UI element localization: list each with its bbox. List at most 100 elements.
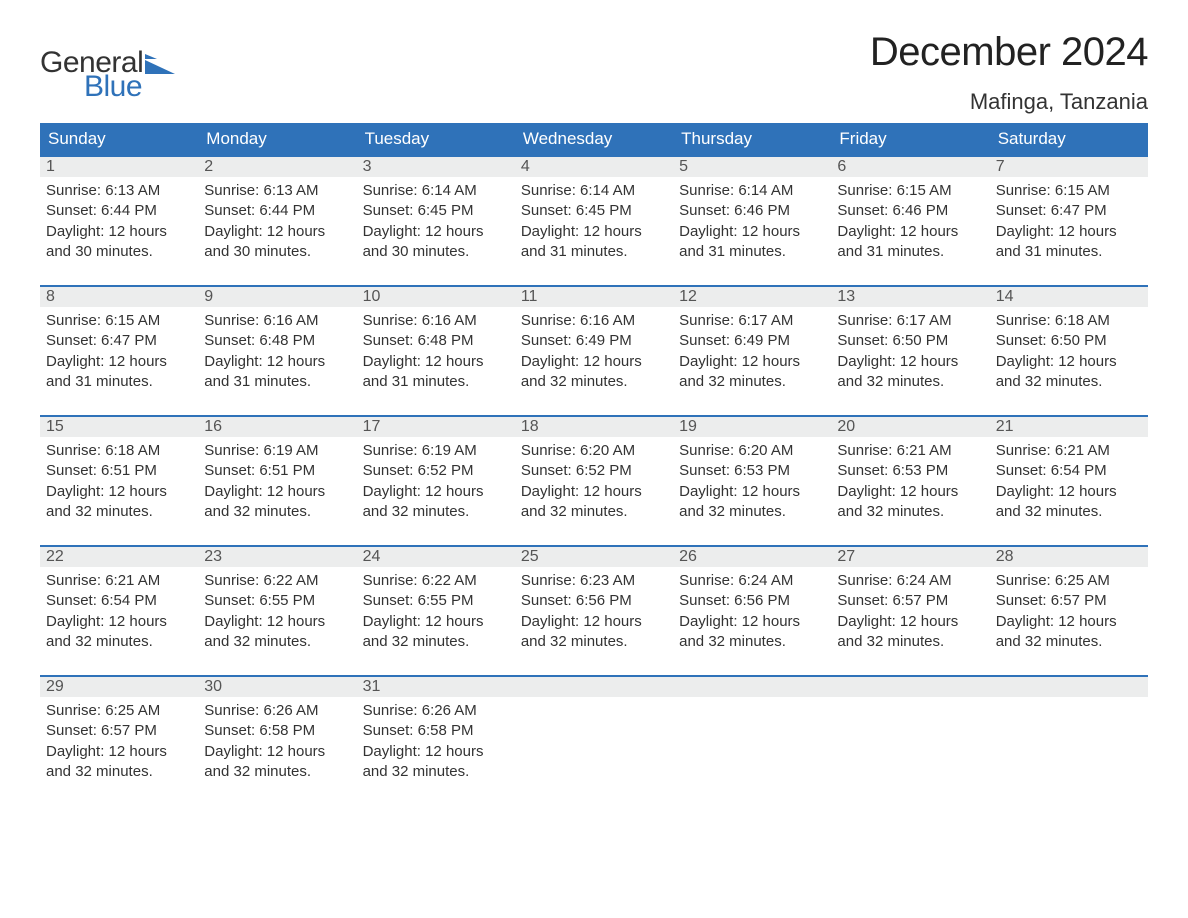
week-row: 1Sunrise: 6:13 AMSunset: 6:44 PMDaylight… xyxy=(40,155,1148,285)
day-number: 28 xyxy=(990,547,1148,567)
day-number-row: 4 xyxy=(515,155,673,177)
day-number-empty xyxy=(515,677,673,697)
day-d2: and 32 minutes. xyxy=(837,372,983,392)
day-number: 1 xyxy=(40,157,198,177)
day-cell xyxy=(515,675,673,805)
day-d1: Daylight: 12 hours xyxy=(46,742,192,762)
day-sunset: Sunset: 6:54 PM xyxy=(46,591,192,611)
day-number-row: 17 xyxy=(357,415,515,437)
day-d1: Daylight: 12 hours xyxy=(204,482,350,502)
day-number-row: 27 xyxy=(831,545,989,567)
day-sunrise: Sunrise: 6:13 AM xyxy=(46,181,192,201)
day-sunset: Sunset: 6:44 PM xyxy=(46,201,192,221)
day-sunset: Sunset: 6:55 PM xyxy=(363,591,509,611)
day-sunrise: Sunrise: 6:14 AM xyxy=(679,181,825,201)
day-d1: Daylight: 12 hours xyxy=(46,612,192,632)
day-number: 10 xyxy=(357,287,515,307)
day-body: Sunrise: 6:22 AMSunset: 6:55 PMDaylight:… xyxy=(198,567,356,652)
day-body: Sunrise: 6:23 AMSunset: 6:56 PMDaylight:… xyxy=(515,567,673,652)
day-d2: and 31 minutes. xyxy=(363,372,509,392)
day-sunrise: Sunrise: 6:22 AM xyxy=(363,571,509,591)
day-d2: and 31 minutes. xyxy=(46,372,192,392)
day-d1: Daylight: 12 hours xyxy=(363,612,509,632)
day-d2: and 31 minutes. xyxy=(679,242,825,262)
day-d1: Daylight: 12 hours xyxy=(679,222,825,242)
day-body: Sunrise: 6:18 AMSunset: 6:51 PMDaylight:… xyxy=(40,437,198,522)
day-number-row: 21 xyxy=(990,415,1148,437)
day-sunrise: Sunrise: 6:18 AM xyxy=(996,311,1142,331)
day-sunset: Sunset: 6:58 PM xyxy=(204,721,350,741)
day-d2: and 32 minutes. xyxy=(837,632,983,652)
day-header: Thursday xyxy=(673,123,831,155)
day-d1: Daylight: 12 hours xyxy=(204,742,350,762)
day-number-row: 5 xyxy=(673,155,831,177)
day-cell: 26Sunrise: 6:24 AMSunset: 6:56 PMDayligh… xyxy=(673,545,831,675)
day-cell: 4Sunrise: 6:14 AMSunset: 6:45 PMDaylight… xyxy=(515,155,673,285)
day-number-row: 14 xyxy=(990,285,1148,307)
day-sunrise: Sunrise: 6:25 AM xyxy=(46,701,192,721)
day-d2: and 32 minutes. xyxy=(204,632,350,652)
day-number: 20 xyxy=(831,417,989,437)
title-block: December 2024 Mafinga, Tanzania xyxy=(870,30,1148,115)
day-sunrise: Sunrise: 6:21 AM xyxy=(46,571,192,591)
day-number-row: 7 xyxy=(990,155,1148,177)
day-sunset: Sunset: 6:48 PM xyxy=(363,331,509,351)
day-header: Saturday xyxy=(990,123,1148,155)
day-number: 2 xyxy=(198,157,356,177)
day-sunrise: Sunrise: 6:19 AM xyxy=(204,441,350,461)
day-header: Monday xyxy=(198,123,356,155)
day-d1: Daylight: 12 hours xyxy=(679,482,825,502)
day-sunset: Sunset: 6:52 PM xyxy=(521,461,667,481)
day-number-row-empty xyxy=(515,675,673,697)
day-number-row: 23 xyxy=(198,545,356,567)
day-cell: 15Sunrise: 6:18 AMSunset: 6:51 PMDayligh… xyxy=(40,415,198,545)
day-sunset: Sunset: 6:47 PM xyxy=(996,201,1142,221)
day-cell: 7Sunrise: 6:15 AMSunset: 6:47 PMDaylight… xyxy=(990,155,1148,285)
day-cell: 17Sunrise: 6:19 AMSunset: 6:52 PMDayligh… xyxy=(357,415,515,545)
day-cell xyxy=(673,675,831,805)
day-number: 13 xyxy=(831,287,989,307)
day-d1: Daylight: 12 hours xyxy=(204,352,350,372)
day-sunset: Sunset: 6:57 PM xyxy=(996,591,1142,611)
day-number: 16 xyxy=(198,417,356,437)
day-sunset: Sunset: 6:57 PM xyxy=(837,591,983,611)
day-number: 3 xyxy=(357,157,515,177)
day-d2: and 32 minutes. xyxy=(363,632,509,652)
day-number: 7 xyxy=(990,157,1148,177)
day-body: Sunrise: 6:25 AMSunset: 6:57 PMDaylight:… xyxy=(990,567,1148,652)
day-number: 25 xyxy=(515,547,673,567)
day-cell: 18Sunrise: 6:20 AMSunset: 6:52 PMDayligh… xyxy=(515,415,673,545)
header: General Blue December 2024 Mafinga, Tanz… xyxy=(40,30,1148,115)
day-body: Sunrise: 6:24 AMSunset: 6:56 PMDaylight:… xyxy=(673,567,831,652)
day-sunrise: Sunrise: 6:14 AM xyxy=(363,181,509,201)
day-body: Sunrise: 6:14 AMSunset: 6:45 PMDaylight:… xyxy=(357,177,515,262)
day-number: 23 xyxy=(198,547,356,567)
day-header: Tuesday xyxy=(357,123,515,155)
day-cell xyxy=(990,675,1148,805)
day-d1: Daylight: 12 hours xyxy=(363,222,509,242)
day-d1: Daylight: 12 hours xyxy=(521,482,667,502)
day-cell: 5Sunrise: 6:14 AMSunset: 6:46 PMDaylight… xyxy=(673,155,831,285)
day-sunset: Sunset: 6:56 PM xyxy=(679,591,825,611)
day-d2: and 30 minutes. xyxy=(363,242,509,262)
day-sunrise: Sunrise: 6:23 AM xyxy=(521,571,667,591)
day-number-row-empty xyxy=(831,675,989,697)
day-number-row: 3 xyxy=(357,155,515,177)
day-number: 14 xyxy=(990,287,1148,307)
day-body: Sunrise: 6:20 AMSunset: 6:52 PMDaylight:… xyxy=(515,437,673,522)
day-number: 18 xyxy=(515,417,673,437)
day-sunset: Sunset: 6:50 PM xyxy=(837,331,983,351)
day-sunrise: Sunrise: 6:26 AM xyxy=(204,701,350,721)
day-sunrise: Sunrise: 6:16 AM xyxy=(363,311,509,331)
day-d1: Daylight: 12 hours xyxy=(996,482,1142,502)
day-d1: Daylight: 12 hours xyxy=(204,612,350,632)
day-d1: Daylight: 12 hours xyxy=(521,222,667,242)
logo: General Blue xyxy=(40,48,175,102)
day-number-row: 19 xyxy=(673,415,831,437)
day-number-row: 25 xyxy=(515,545,673,567)
day-number: 9 xyxy=(198,287,356,307)
day-number: 24 xyxy=(357,547,515,567)
day-cell: 13Sunrise: 6:17 AMSunset: 6:50 PMDayligh… xyxy=(831,285,989,415)
day-sunset: Sunset: 6:50 PM xyxy=(996,331,1142,351)
day-sunset: Sunset: 6:44 PM xyxy=(204,201,350,221)
